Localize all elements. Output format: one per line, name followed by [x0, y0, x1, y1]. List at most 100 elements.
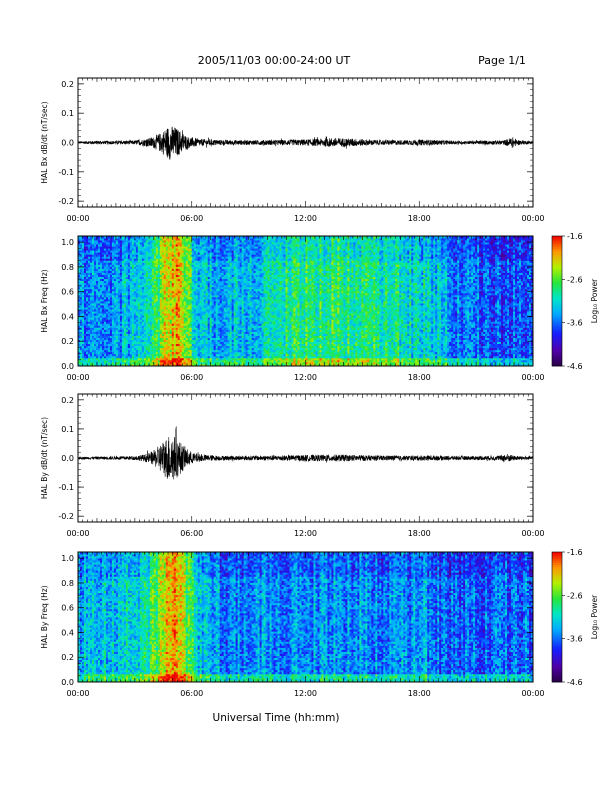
spectrogram-cell — [153, 240, 157, 243]
spectrogram-cell — [89, 353, 93, 357]
spectrogram-cell — [143, 262, 147, 265]
spectrogram-cell — [125, 337, 129, 340]
spectrogram-cell — [95, 329, 99, 332]
spectrogram-cell — [165, 355, 169, 359]
spectrogram-cell — [147, 294, 151, 298]
spectrogram-cell — [163, 359, 167, 363]
spectrogram-cell — [155, 252, 159, 255]
spectrogram-cell — [107, 256, 111, 259]
spectrogram-cell — [103, 244, 107, 247]
spectrogram-cell — [85, 260, 89, 263]
spectrogram-cell — [133, 303, 137, 306]
spectrogram-cell — [111, 238, 115, 241]
spectrogram-cell — [157, 335, 161, 338]
spectrogram-cell — [147, 238, 151, 241]
spectrogram-cell — [161, 288, 165, 292]
spectrogram-cell — [99, 252, 103, 255]
spectrogram-cell — [141, 282, 145, 286]
spectrogram-cell — [129, 333, 133, 336]
spectrogram-cell — [147, 288, 151, 292]
spectrogram-cell — [117, 266, 121, 269]
spectrogram-cell — [173, 345, 177, 349]
spectrogram-cell — [151, 294, 155, 298]
spectrogram-cell — [109, 240, 113, 243]
spectrogram-cell — [85, 238, 89, 241]
spectrogram-cell — [173, 260, 177, 263]
spectrogram-cell — [163, 252, 167, 255]
spectrogram-cell — [155, 319, 159, 322]
spectrogram-cell — [113, 307, 117, 310]
spectrogram-cell — [151, 288, 155, 292]
spectrogram-cell — [167, 313, 171, 316]
spectrogram-cell — [173, 236, 177, 239]
spectrogram-cell — [99, 363, 103, 367]
spectrogram-cell — [125, 343, 129, 347]
spectrogram-cell — [109, 307, 113, 310]
spectrogram-cell — [87, 347, 91, 351]
spectrogram-cell — [105, 290, 109, 294]
spectrogram-cell — [155, 357, 159, 361]
spectrogram-cell — [91, 359, 95, 363]
spectrogram-cell — [129, 298, 133, 302]
spectrogram-cell — [131, 309, 135, 312]
spectrogram-cell — [159, 280, 163, 284]
spectrogram-cell — [173, 337, 177, 340]
spectrogram-cell — [93, 317, 97, 320]
spectrogram-cell — [145, 323, 149, 326]
spectrogram-cell — [145, 341, 149, 345]
spectrogram-cell — [85, 276, 89, 280]
spectrogram-cell — [80, 323, 83, 326]
spectrogram-cell — [111, 294, 115, 298]
spectrogram-cell — [129, 351, 133, 355]
spectrogram-cell — [157, 250, 161, 253]
spectrogram-cell — [111, 307, 115, 310]
spectrogram-cell — [157, 331, 161, 334]
spectrogram-cell — [135, 266, 139, 269]
spectrogram-cell — [101, 341, 105, 345]
spectrogram-cell — [95, 274, 99, 278]
spectrogram-cell — [147, 315, 151, 318]
spectrogram-cell — [115, 254, 119, 257]
spectrogram-cell — [107, 286, 111, 290]
spectrogram-cell — [151, 286, 155, 290]
spectrogram-cell — [141, 260, 145, 263]
spectrogram-cell — [91, 238, 95, 241]
spectrogram-cell — [157, 244, 161, 247]
spectrogram-cell — [103, 268, 107, 271]
spectrogram-cell — [143, 303, 147, 306]
spectrogram-cell — [105, 276, 109, 280]
spectrogram-cell — [97, 333, 101, 336]
spectrogram-cell — [119, 260, 123, 263]
spectrogram-cell — [113, 244, 117, 247]
spectrogram-cell — [113, 250, 117, 253]
spectrogram-cell — [157, 294, 161, 298]
spectrogram-cell — [137, 236, 141, 239]
spectrogram-cell — [167, 315, 171, 318]
spectrogram-cell — [159, 290, 163, 294]
spectrogram-cell — [141, 323, 145, 326]
spectrogram-cell — [167, 272, 171, 275]
spectrogram-cell — [78, 264, 81, 267]
spectrogram-cell — [147, 323, 151, 326]
spectrogram-cell — [81, 242, 85, 245]
spectrogram-cell — [107, 278, 111, 282]
spectrogram-cell — [91, 270, 95, 273]
spectrogram-cell — [117, 294, 121, 298]
spectrogram-cell — [78, 307, 81, 310]
spectrogram-cell — [143, 323, 147, 326]
spectrogram-cell — [137, 321, 141, 324]
spectrogram-cell — [139, 355, 143, 359]
spectrogram-cell — [105, 294, 109, 298]
spectrogram-cell — [81, 246, 85, 249]
spectrogram-cell — [161, 357, 165, 361]
spectrogram-cell — [165, 274, 169, 278]
spectrogram-cell — [129, 331, 133, 334]
spectrogram-cell — [80, 321, 83, 324]
spectrogram-cell — [133, 349, 137, 353]
spectrogram-cell — [105, 270, 109, 273]
spectrogram-cell — [173, 238, 177, 241]
spectrogram-cell — [109, 244, 113, 247]
spectrogram-cell — [149, 236, 153, 239]
spectrogram-cell — [131, 262, 135, 265]
spectrogram-cell — [165, 323, 169, 326]
